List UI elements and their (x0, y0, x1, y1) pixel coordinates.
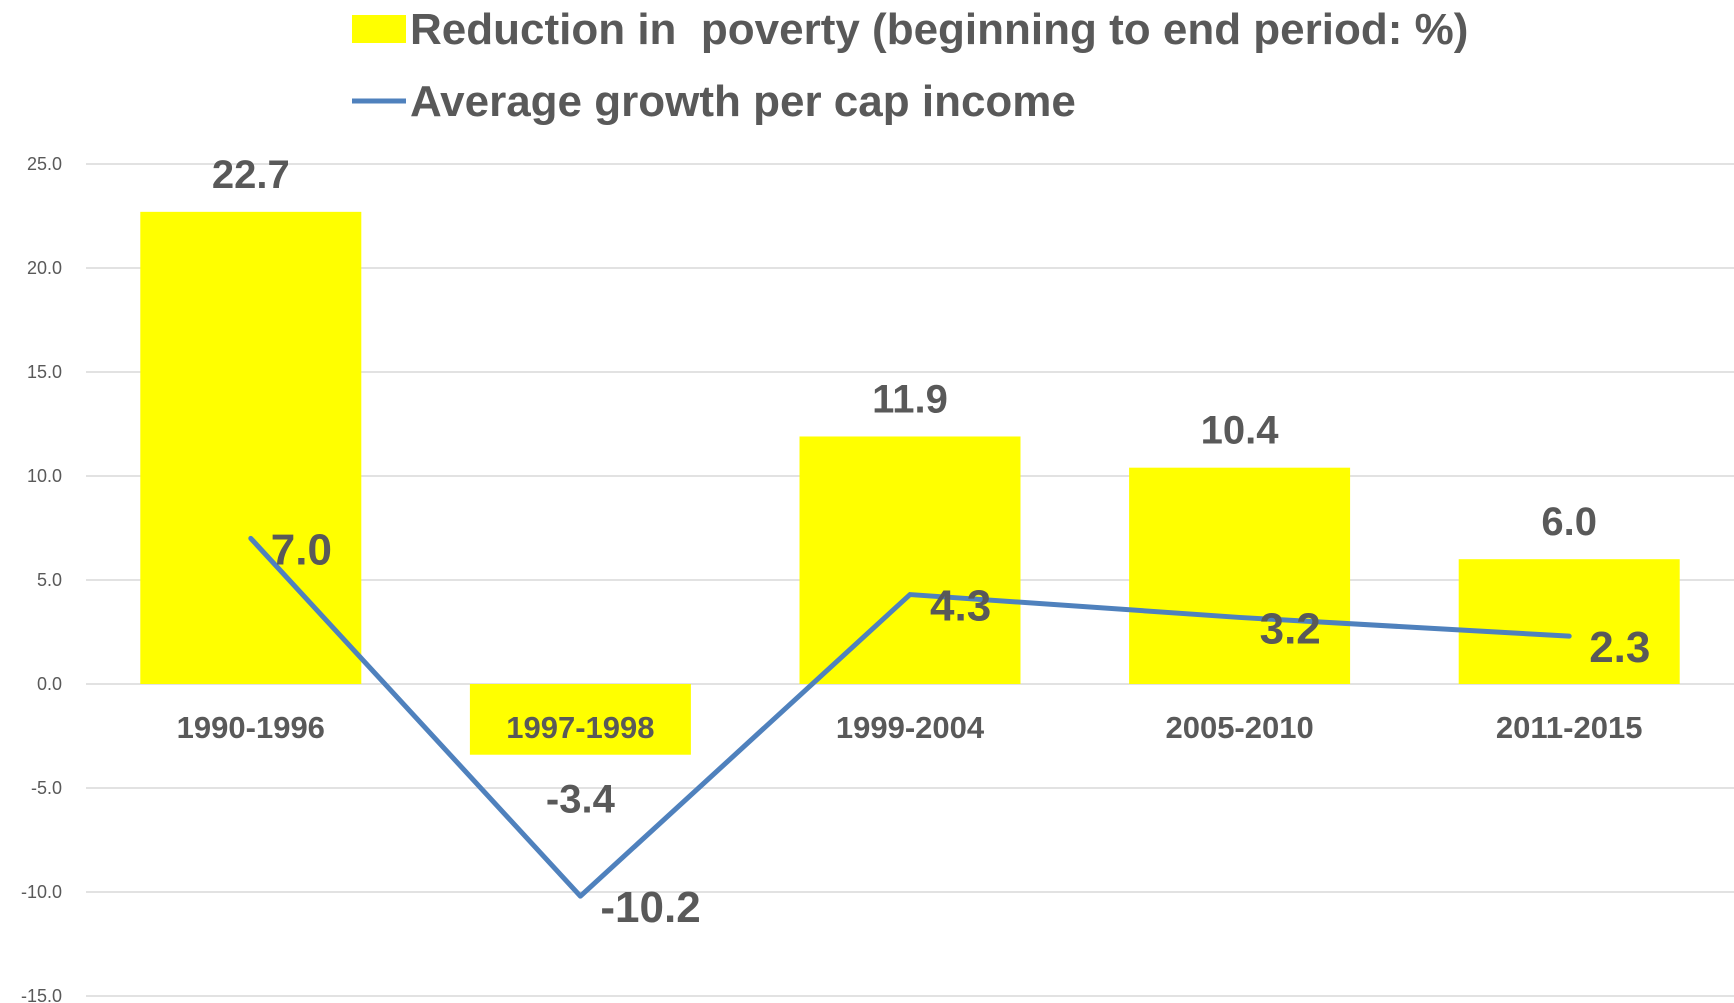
line-data-label: -10.2 (600, 883, 700, 932)
bar-data-label: -3.4 (546, 778, 616, 822)
line-data-label: 2.3 (1589, 623, 1650, 672)
y-tick-label: 25.0 (27, 154, 62, 174)
legend-item-poverty[interactable]: Reduction in poverty (beginning to end p… (352, 5, 1468, 54)
bar-data-label: 11.9 (872, 377, 948, 421)
y-tick-label: 5.0 (37, 570, 62, 590)
bar[interactable] (1458, 559, 1680, 684)
data-labels: 22.7 -3.4 11.9 10.4 6.0 7.0 -10.2 4.3 3.2 2.3 (212, 153, 1651, 932)
y-tick-label: 10.0 (27, 466, 62, 486)
line-data-label: 4.3 (930, 582, 991, 631)
x-category-label: 1997-1998 (506, 710, 654, 745)
bar-data-label: 22.7 (212, 153, 290, 197)
line-data-label: 7.0 (271, 525, 332, 574)
bar-series (140, 211, 1680, 755)
legend-label-poverty: Reduction in poverty (beginning to end p… (410, 5, 1468, 54)
y-tick-label: 0.0 (37, 674, 62, 694)
y-tick-label: 20.0 (27, 258, 62, 278)
y-tick-label: -10.0 (21, 882, 62, 902)
legend-item-growth[interactable]: Average growth per cap income (352, 77, 1076, 126)
y-tick-label: -15.0 (21, 986, 62, 1003)
bar[interactable] (469, 684, 691, 755)
y-axis-tick-labels: 25.0 20.0 15.0 10.0 5.0 0.0 -5.0 -10.0 -15.0 (21, 154, 62, 1003)
x-axis-category-labels: 1990-1996 1997-1998 1999-2004 2005-2010 2011… (177, 710, 1643, 745)
bar[interactable] (140, 211, 362, 684)
legend-label-growth: Average growth per cap income (410, 77, 1076, 126)
x-category-label: 1999-2004 (836, 710, 985, 745)
bar[interactable] (1129, 467, 1351, 684)
bar-data-label: 10.4 (1201, 409, 1280, 453)
x-category-label: 1990-1996 (177, 710, 325, 745)
bar-data-label: 6.0 (1541, 500, 1597, 544)
x-category-label: 2005-2010 (1165, 710, 1313, 745)
legend-swatch-bar (352, 15, 406, 43)
y-tick-label: 15.0 (27, 362, 62, 382)
bar[interactable] (799, 436, 1021, 684)
x-category-label: 2011-2015 (1496, 710, 1643, 745)
legend: Reduction in poverty (beginning to end p… (352, 5, 1468, 126)
line-data-label: 3.2 (1260, 604, 1321, 653)
line-series (248, 535, 1572, 899)
y-tick-label: -5.0 (31, 778, 62, 798)
